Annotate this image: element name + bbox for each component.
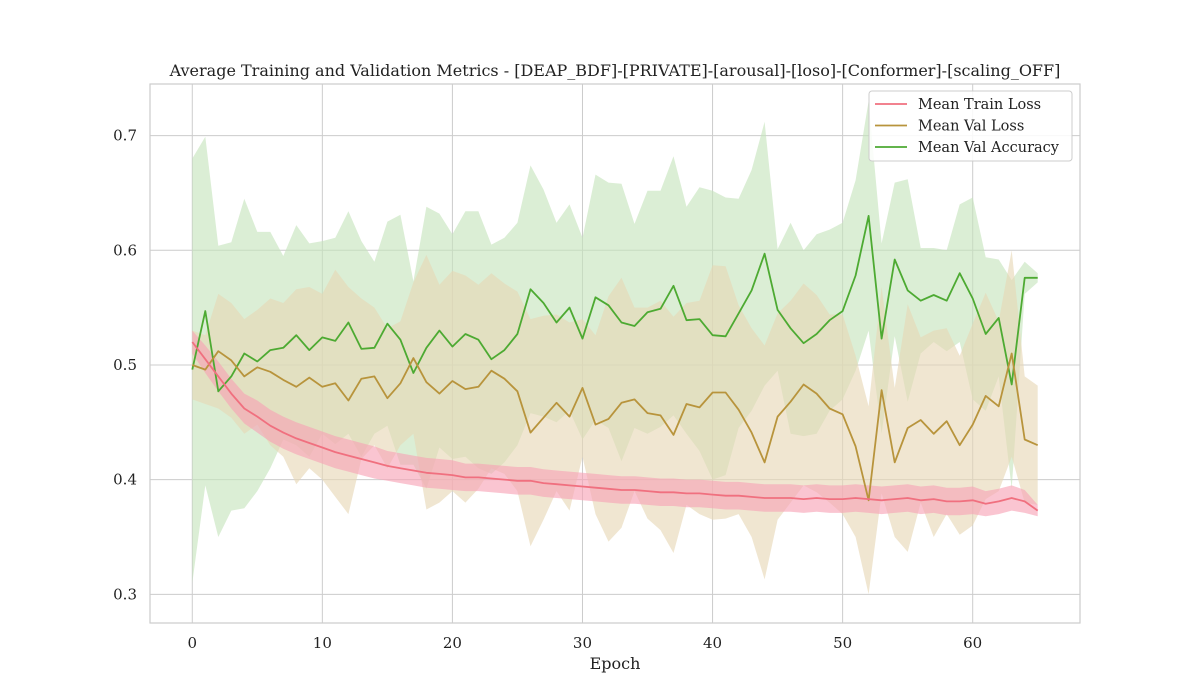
y-tick-label: 0.4: [113, 471, 137, 489]
confidence-bands: [192, 101, 1038, 595]
x-tick-label: 20: [443, 634, 462, 652]
x-tick-label: 40: [703, 634, 722, 652]
y-tick-label: 0.5: [113, 356, 137, 374]
x-tick-label: 60: [963, 634, 982, 652]
y-tick-label: 0.7: [113, 127, 137, 145]
x-tick-label: 0: [187, 634, 197, 652]
legend-label-mean-val-loss: Mean Val Loss: [918, 119, 1024, 135]
mean-val-loss-band: [192, 250, 1038, 595]
legend-label-mean-val-accuracy: Mean Val Accuracy: [918, 140, 1060, 156]
chart-title: Average Training and Validation Metrics …: [169, 61, 1061, 80]
y-tick-label: 0.6: [113, 241, 137, 259]
x-tick-label: 50: [833, 634, 852, 652]
mean-val-accuracy-line: [191, 214, 1038, 393]
mean-val-loss-line: [191, 350, 1039, 502]
x-axis-label: Epoch: [590, 654, 641, 673]
tick-labels: 0 10 20 30 40 50 60 0.3 0.4 0.5 0.6 0.7: [113, 127, 982, 652]
mean-train-loss-line: [191, 341, 1039, 512]
series-lines: [191, 214, 1039, 512]
y-tick-label: 0.3: [113, 585, 137, 603]
legend: Mean Train Loss Mean Val Loss Mean Val Acc…: [868, 90, 1073, 162]
x-tick-label: 30: [573, 634, 592, 652]
mean-train-loss-band: [192, 330, 1038, 517]
legend-box: [868, 90, 1073, 162]
plot-frame: [149, 83, 1081, 624]
x-tick-label: 10: [313, 634, 332, 652]
legend-label-mean-train-loss: Mean Train Loss: [918, 97, 1041, 113]
